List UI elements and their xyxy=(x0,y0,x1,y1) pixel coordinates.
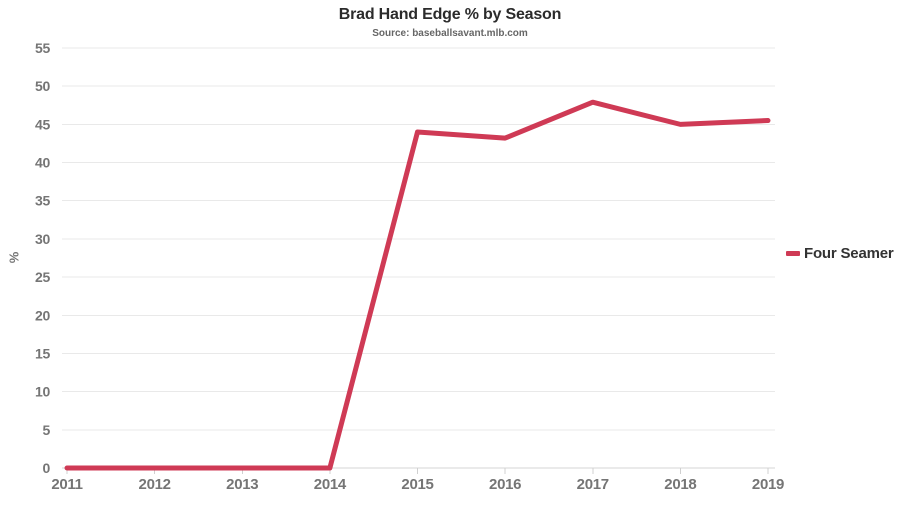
x-tick-label: 2016 xyxy=(489,476,521,493)
x-tick-label: 2012 xyxy=(139,476,171,493)
x-tick-label: 2019 xyxy=(752,476,784,493)
y-tick-label: 35 xyxy=(35,193,50,209)
legend-label: Four Seamer xyxy=(804,245,894,262)
y-tick-label: 55 xyxy=(35,40,50,56)
x-tick-label: 2018 xyxy=(664,476,696,493)
x-tick-label: 2017 xyxy=(577,476,609,493)
x-tick-label: 2014 xyxy=(314,476,347,493)
y-tick-label: 10 xyxy=(35,384,50,400)
chart-subtitle: Source: baseballsavant.mlb.com xyxy=(372,28,528,39)
legend-swatch xyxy=(786,251,800,256)
y-tick-label: 40 xyxy=(35,155,50,171)
y-tick-label: 30 xyxy=(35,231,50,247)
y-tick-label: 45 xyxy=(35,116,50,132)
y-tick-label: 50 xyxy=(35,78,50,94)
x-tick-label: 2013 xyxy=(226,476,258,493)
y-tick-label: 20 xyxy=(35,307,50,323)
series-line xyxy=(64,99,771,471)
y-tick-label: 0 xyxy=(43,460,51,476)
y-tick-label: 25 xyxy=(35,269,50,285)
chart-title: Brad Hand Edge % by Season xyxy=(338,6,562,23)
legend[interactable]: Four Seamer xyxy=(786,245,894,262)
y-tick-label: 5 xyxy=(43,422,51,438)
x-tick-label: 2015 xyxy=(401,476,433,493)
x-tick-label: 2011 xyxy=(51,476,82,493)
y-tick-label: 15 xyxy=(35,345,50,361)
